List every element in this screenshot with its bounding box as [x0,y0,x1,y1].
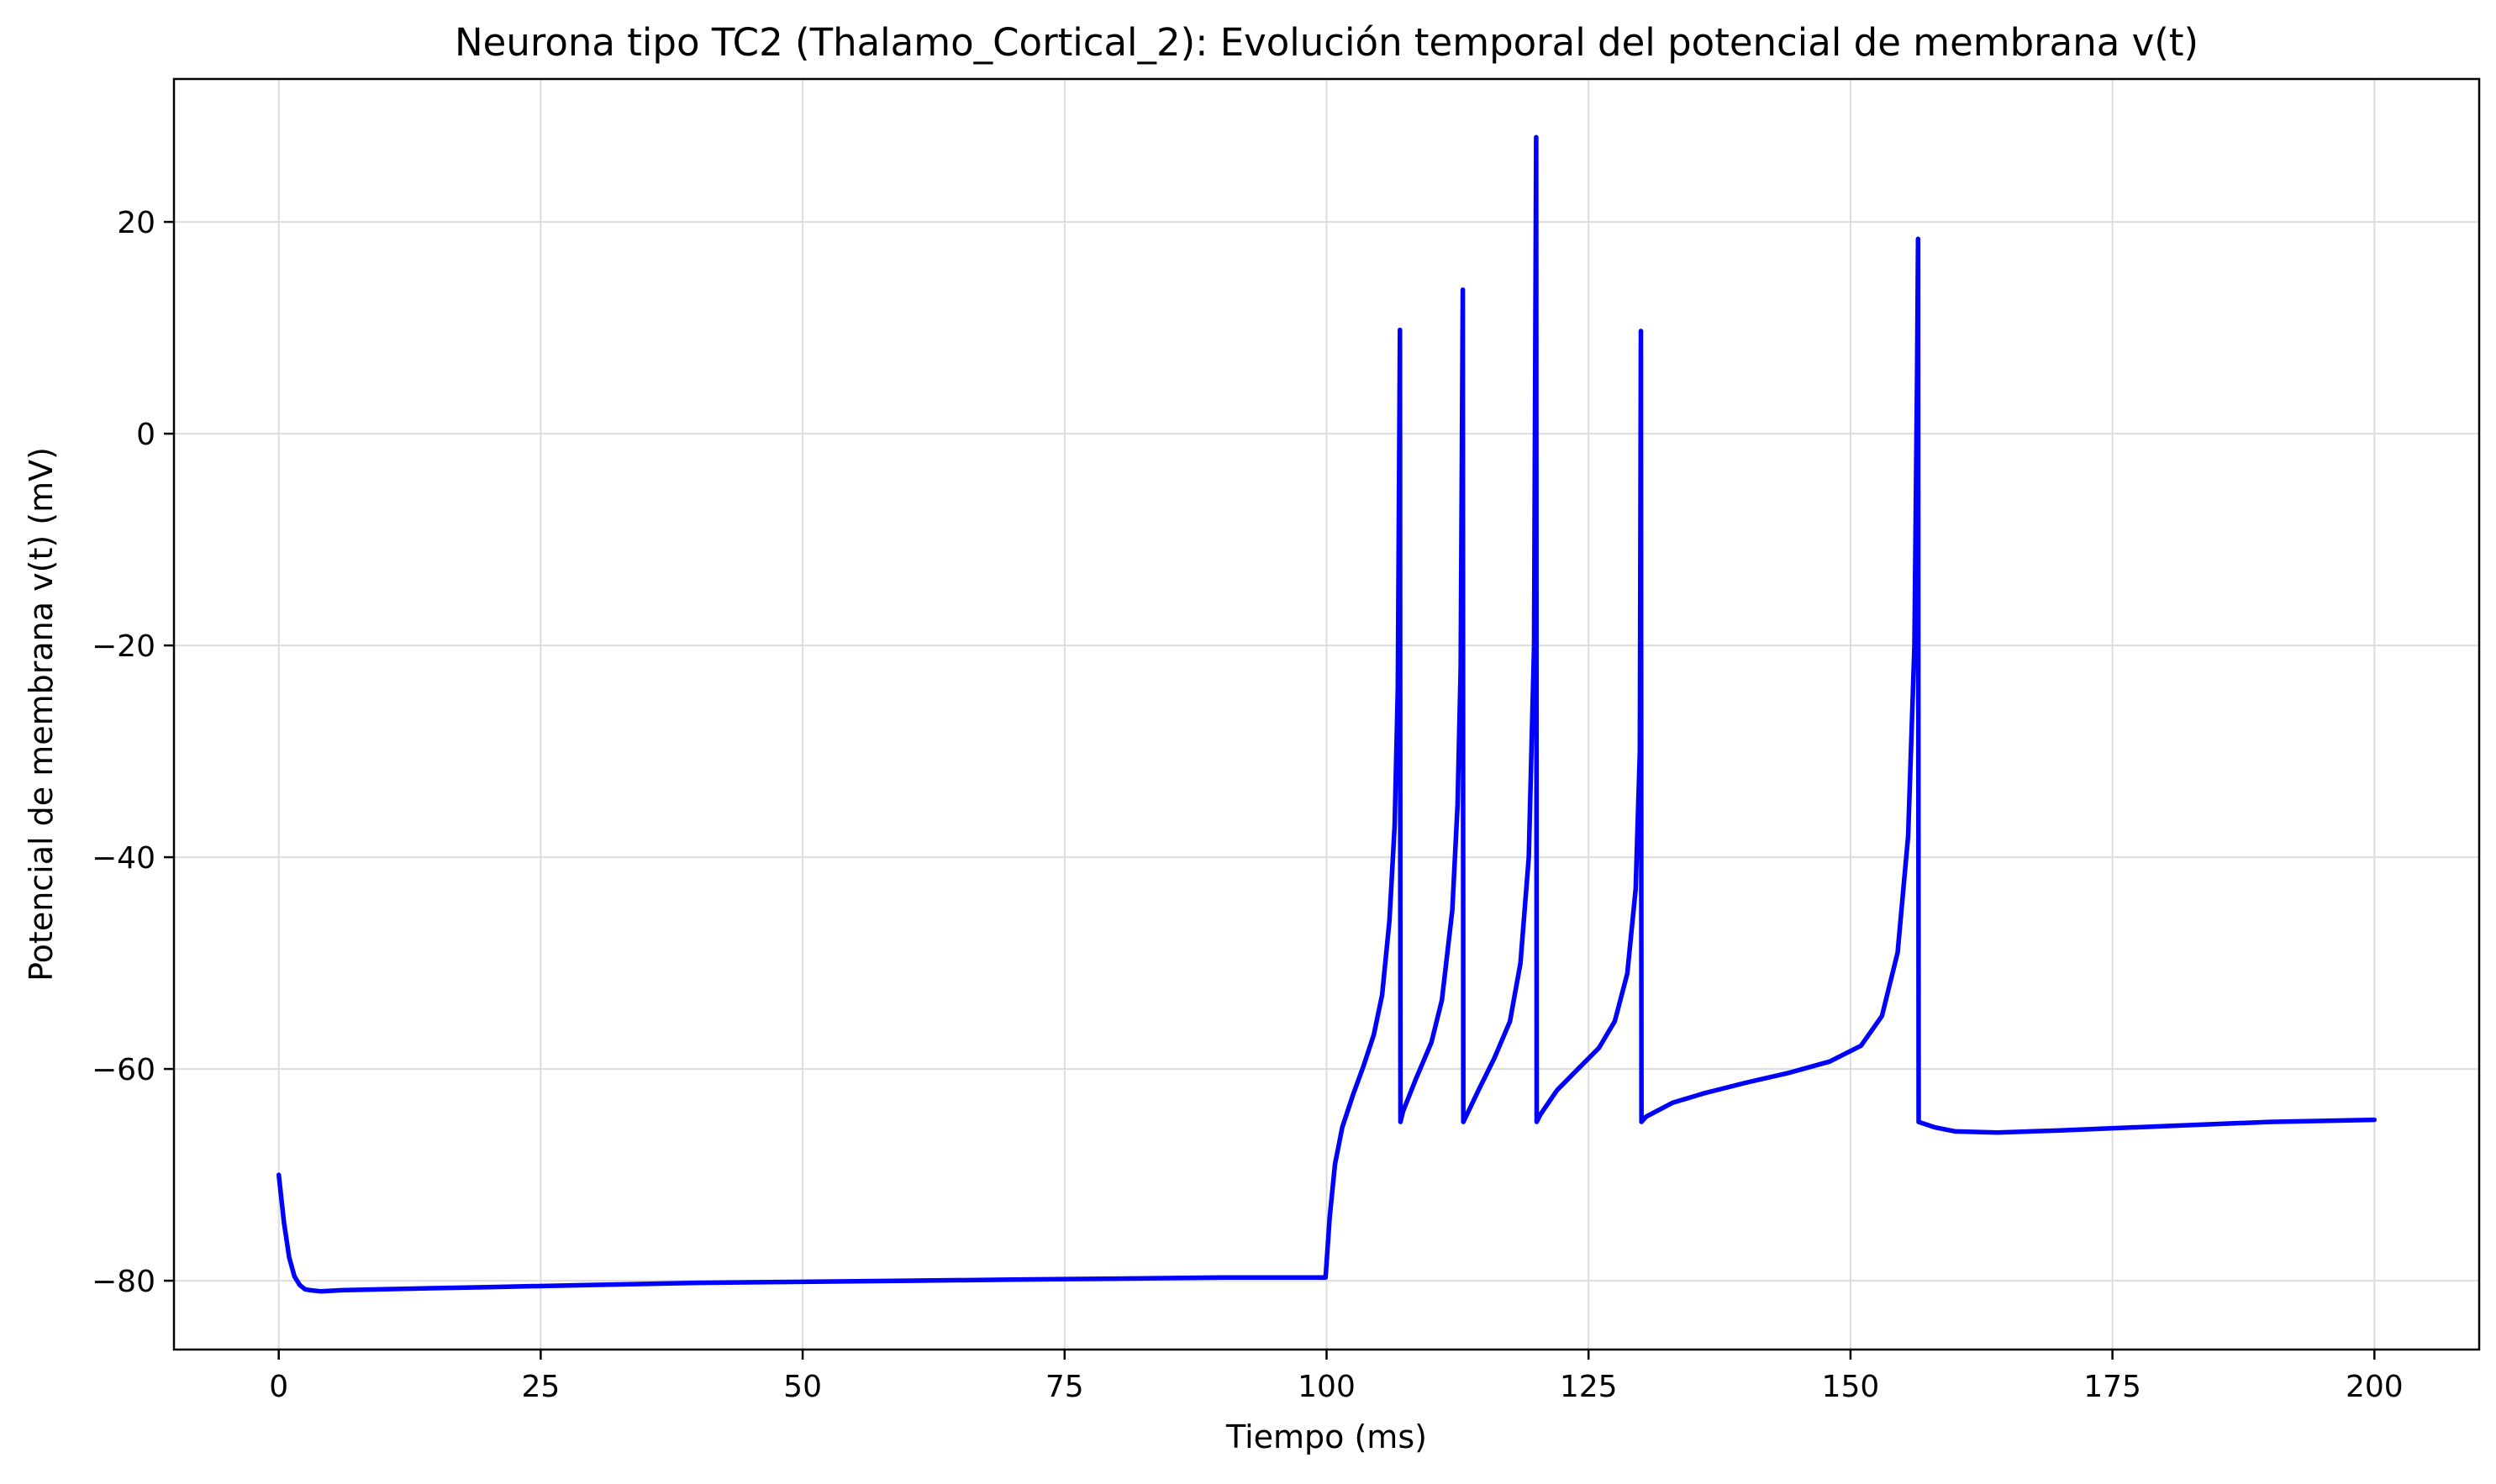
x-tick-label: 0 [269,1370,288,1404]
y-tick-label: −20 [92,629,155,664]
x-tick-label: 25 [521,1370,560,1404]
y-tick-label: 0 [136,418,155,452]
y-tick-label: 20 [117,206,155,240]
x-tick-label: 125 [1560,1370,1618,1404]
y-tick-label: −40 [92,841,155,876]
grid-lines [174,79,2479,1350]
x-tick-label: 50 [783,1370,822,1404]
x-tick-label: 175 [2083,1370,2141,1404]
series-line-group [276,134,2378,1294]
x-axis-title: Tiempo (ms) [1225,1418,1427,1455]
y-tick-label: −60 [92,1053,155,1087]
x-tick-label: 75 [1045,1370,1084,1404]
x-tick-label: 200 [2346,1370,2404,1404]
x-tick-label: 150 [1822,1370,1880,1404]
chart-title: Neurona tipo TC2 (Thalamo_Cortical_2): E… [455,20,2198,65]
y-axis-title: Potencial de membrana v(t) (mV) [23,447,60,981]
y-tick-label: −80 [92,1265,155,1299]
tick-group: 0 25 50 75 100 125 150 175 200 −80 −60 −40 −20 0 20 [92,206,2404,1404]
membrane-potential-line [276,134,2378,1294]
x-tick-label: 100 [1298,1370,1356,1404]
